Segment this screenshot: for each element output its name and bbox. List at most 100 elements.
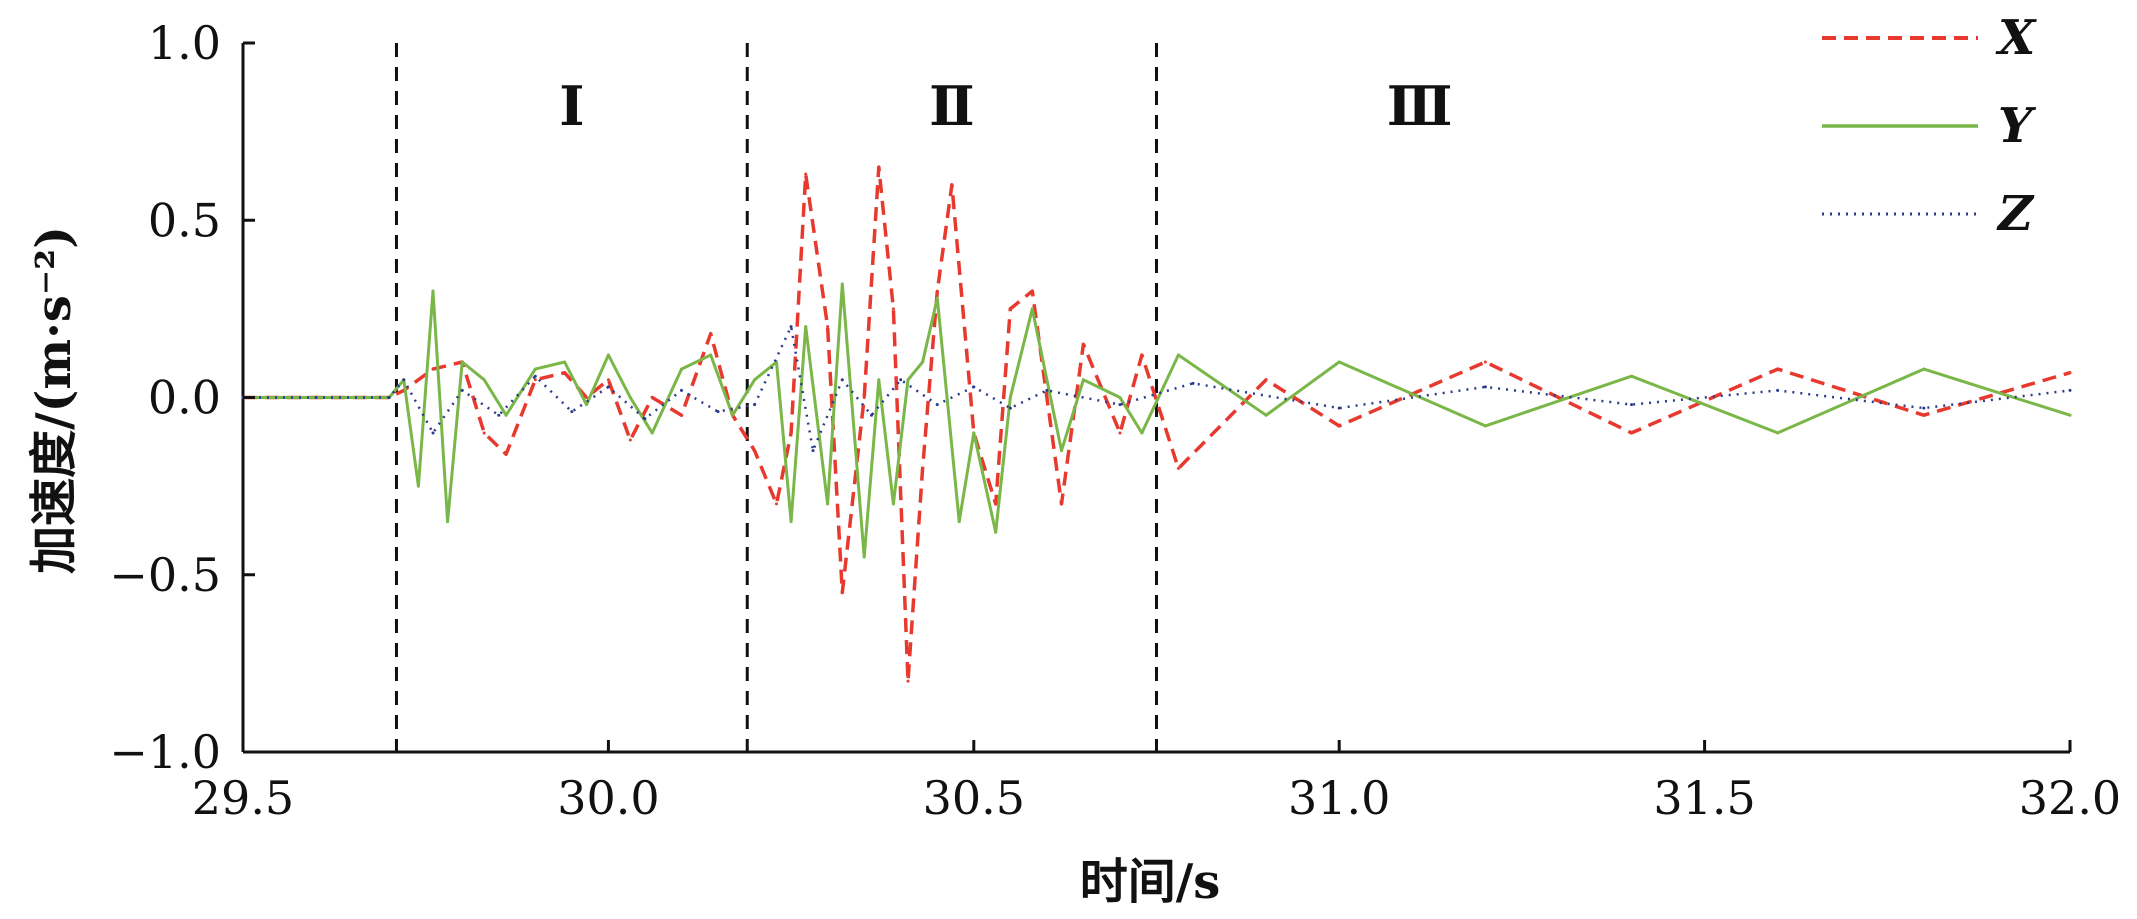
y-tick-label: −1.0 xyxy=(109,725,221,779)
data-point-z xyxy=(899,378,903,382)
data-point-y xyxy=(753,378,757,382)
data-point-x xyxy=(1337,424,1341,428)
data-point-y xyxy=(679,367,683,371)
data-point-x xyxy=(921,466,925,470)
data-point-z xyxy=(789,325,793,329)
data-point-y xyxy=(446,520,450,524)
data-point-x xyxy=(2068,371,2072,375)
data-point-z xyxy=(869,413,873,417)
series-line-y xyxy=(243,282,2071,559)
phase-label: Ⅲ xyxy=(1387,74,1453,138)
x-tick-label: 30.0 xyxy=(557,771,659,825)
data-point-y xyxy=(2068,413,2072,417)
y-tick-label: 1.0 xyxy=(148,16,221,70)
data-point-y xyxy=(533,367,537,371)
ticks: 29.5 30.0 30.5 31.0 31.5 32.0 1.0 0.5 0.0 −0.5 −1.… xyxy=(109,16,2121,825)
data-point-y xyxy=(1337,360,1341,364)
data-point-z xyxy=(431,431,435,435)
data-point-z xyxy=(935,403,939,407)
data-point-z xyxy=(1191,381,1195,385)
x-tick-label: 30.5 xyxy=(923,771,1025,825)
legend-label-y: Y xyxy=(1998,98,2037,154)
data-point-z xyxy=(387,396,391,399)
series-group xyxy=(241,165,2072,683)
data-point-y xyxy=(460,360,464,364)
x-tick-label: 31.5 xyxy=(1653,771,1755,825)
data-point-y xyxy=(431,289,435,293)
data-point-x xyxy=(628,438,632,442)
data-point-x xyxy=(994,502,998,506)
data-point-z xyxy=(1045,388,1049,392)
data-point-y xyxy=(650,431,654,435)
y-tick-label: −0.5 xyxy=(109,548,221,602)
legend-label-z: Z xyxy=(1996,186,2035,242)
data-point-y xyxy=(994,530,998,534)
data-point-y xyxy=(1030,307,1034,311)
data-point-y xyxy=(1059,449,1063,453)
data-point-y xyxy=(1140,431,1144,435)
data-point-y xyxy=(606,353,610,357)
data-point-x xyxy=(709,332,713,336)
data-point-z xyxy=(1630,403,1634,407)
data-point-z xyxy=(753,403,757,407)
data-point-y xyxy=(804,325,808,329)
legend-label-x: X xyxy=(1995,10,2037,66)
data-point-x xyxy=(753,449,757,453)
data-point-y xyxy=(482,378,486,382)
data-point-z xyxy=(1008,406,1012,410)
data-point-x xyxy=(650,396,654,399)
data-point-z xyxy=(460,388,464,392)
phase-boundaries xyxy=(394,43,1158,752)
data-point-z xyxy=(402,378,406,382)
data-point-x xyxy=(1264,378,1268,382)
legend: XYZ xyxy=(1822,10,2037,242)
data-point-x xyxy=(1059,502,1063,506)
data-point-y xyxy=(789,520,793,524)
series-line-x xyxy=(243,165,2071,683)
data-point-x xyxy=(950,183,954,187)
data-point-z xyxy=(497,413,501,417)
phase-labels: Ⅰ Ⅱ Ⅲ xyxy=(559,74,1452,138)
data-point-y xyxy=(826,502,830,506)
data-point-y xyxy=(935,296,939,300)
data-point-x xyxy=(431,367,435,371)
data-point-y xyxy=(416,484,420,488)
x-tick-label: 29.5 xyxy=(192,771,294,825)
data-point-x xyxy=(1483,360,1487,364)
data-point-y xyxy=(877,378,881,382)
data-point-z xyxy=(570,410,574,414)
data-point-z xyxy=(314,396,318,399)
data-point-x xyxy=(789,431,793,435)
data-point-x xyxy=(1081,342,1085,346)
data-point-x xyxy=(877,165,881,169)
data-point-z xyxy=(716,410,720,414)
data-point-x xyxy=(1030,289,1034,293)
data-point-x xyxy=(840,590,844,594)
data-point-x xyxy=(804,172,808,176)
data-point-z xyxy=(606,385,610,389)
data-point-y xyxy=(563,360,567,364)
data-point-z xyxy=(1776,388,1780,392)
data-point-y xyxy=(957,520,961,524)
data-point-y xyxy=(1176,353,1180,357)
data-point-y xyxy=(862,555,866,559)
y-tick-label: 0.5 xyxy=(148,193,221,247)
data-point-z xyxy=(1118,403,1122,407)
data-point-z xyxy=(840,378,844,382)
data-point-x xyxy=(906,679,910,683)
data-point-y xyxy=(1922,367,1926,371)
data-point-x xyxy=(482,431,486,435)
data-point-z xyxy=(811,449,815,453)
data-point-x xyxy=(584,396,588,399)
data-point-x xyxy=(679,413,683,417)
data-point-x xyxy=(1118,431,1122,435)
data-point-x xyxy=(504,452,508,456)
data-point-y xyxy=(504,413,508,417)
data-point-x xyxy=(935,289,939,293)
phase-label: Ⅰ xyxy=(559,74,584,138)
data-point-y xyxy=(1264,413,1268,417)
phase-label: Ⅱ xyxy=(929,74,975,138)
x-tick-label: 32.0 xyxy=(2019,771,2121,825)
data-point-x xyxy=(606,378,610,382)
data-point-z xyxy=(972,385,976,389)
